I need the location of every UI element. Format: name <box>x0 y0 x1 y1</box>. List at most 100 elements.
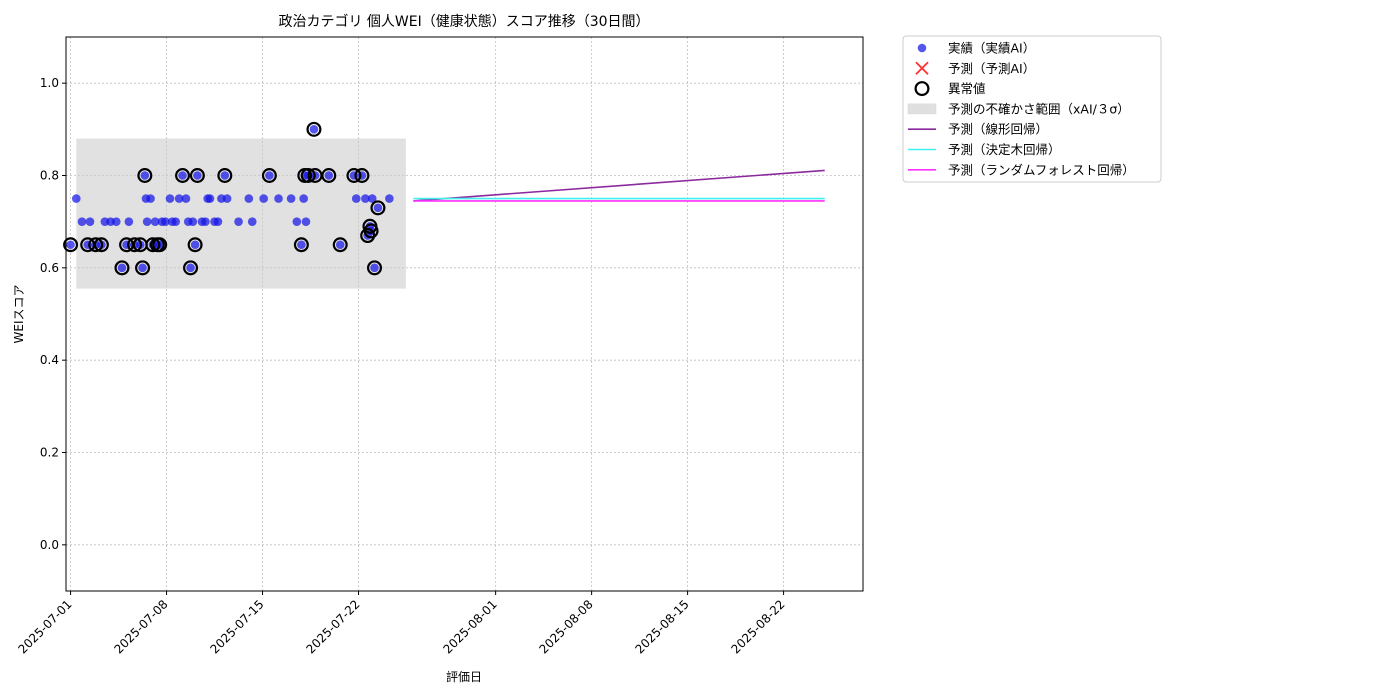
actual-point <box>265 171 274 180</box>
anomaly-point <box>370 200 386 216</box>
anomaly-point <box>300 168 316 184</box>
chart-title: 政治カテゴリ 個人WEI（健康状態）スコア推移（30日間） <box>278 13 649 30</box>
anomaly-point <box>363 223 379 239</box>
legend-item-band: 予測の不確かさ範囲（xAI/３σ） <box>907 101 1130 116</box>
anomaly-point <box>332 237 348 253</box>
anomaly-point <box>63 237 79 253</box>
legend-item-linear: 予測（線形回帰） <box>908 122 1048 137</box>
anomaly-point <box>93 237 109 253</box>
actual-point <box>234 217 243 226</box>
legend-forecast-x-icon <box>915 61 929 75</box>
anomaly-point <box>261 168 277 184</box>
anomaly-point <box>367 260 383 276</box>
actual-point <box>299 194 308 203</box>
legend-item-forecast: 予測（予測AI） <box>915 61 1035 76</box>
actual-point <box>213 217 223 226</box>
anomaly-point <box>354 168 370 184</box>
legend-actual-marker-icon <box>917 43 927 53</box>
actual-point <box>259 194 268 203</box>
actual-point <box>370 263 379 273</box>
legend-band-patch-icon <box>907 103 937 115</box>
actual-point <box>71 194 81 203</box>
x-tick-label: 2025-08-22 <box>728 597 787 656</box>
actual-point <box>301 217 311 226</box>
actual-point <box>205 194 215 203</box>
anomaly-point <box>88 237 104 253</box>
plot-area: 0.0 0.2 0.4 0.6 0.8 1.0 2025-07-01 2025-07-08 20… <box>15 36 864 656</box>
anomaly-point <box>306 121 322 137</box>
y-tick-label: 0.6 <box>40 261 59 275</box>
actual-point <box>367 194 377 203</box>
anomaly-point <box>145 237 161 253</box>
actual-point <box>309 125 319 134</box>
actual-point <box>150 217 160 226</box>
legend-label: 異常値 <box>948 81 986 96</box>
y-tick-label: 0.4 <box>40 353 59 367</box>
x-tick-label: 2025-08-01 <box>441 597 500 656</box>
actual-point <box>161 217 170 226</box>
anomaly-point <box>217 168 233 184</box>
y-tick-label: 0.2 <box>40 446 59 460</box>
actual-point <box>142 217 152 226</box>
actual-point <box>193 171 202 180</box>
actual-point <box>244 194 254 203</box>
actual-point <box>292 217 302 226</box>
legend-box <box>902 35 1162 183</box>
y-tick-label: 1.0 <box>40 76 59 90</box>
x-tick-label: 2025-08-15 <box>633 597 692 656</box>
legend-label: 予測（決定木回帰） <box>948 142 1061 157</box>
actual-point <box>146 194 155 203</box>
actual-point <box>190 240 200 250</box>
legend-anomaly-ring-icon <box>914 81 930 97</box>
anomaly-point <box>321 168 337 184</box>
x-tick-label: 2025-07-01 <box>15 597 74 656</box>
forecast-line-linear <box>413 169 825 202</box>
actual-point <box>165 194 175 203</box>
anomaly-point <box>137 168 153 184</box>
actual-point <box>247 217 257 226</box>
anomaly-point <box>127 237 143 253</box>
x-tick-label: 2025-07-22 <box>303 597 362 656</box>
actual-point <box>111 217 121 226</box>
actual-point <box>324 171 334 180</box>
actual-point <box>117 263 127 273</box>
y-axis-title: WEIスコア <box>12 285 26 344</box>
legend-label: 予測（線形回帰） <box>948 122 1048 137</box>
plot-frame <box>65 36 864 592</box>
actual-point <box>171 217 180 226</box>
uncertainty-band <box>76 138 406 289</box>
anomaly-point <box>152 237 168 253</box>
actual-point <box>286 194 296 203</box>
actual-point <box>85 217 95 226</box>
actual-point <box>77 217 87 226</box>
actual-point <box>373 203 383 213</box>
actual-point <box>351 194 361 203</box>
actual-point <box>201 217 210 226</box>
x-tick-label: 2025-07-15 <box>207 597 266 656</box>
actual-point <box>222 194 232 203</box>
anomaly-point <box>183 260 199 276</box>
x-axis-title: 評価日 <box>446 669 482 684</box>
x-tick-label: 2025-07-08 <box>111 597 170 656</box>
actual-point <box>297 240 306 250</box>
actual-point <box>178 171 187 180</box>
forecast-lines-layer <box>413 169 825 202</box>
legend-label: 実績（実績AI） <box>948 41 1035 56</box>
legend-label: 予測の不確かさ範囲（xAI/３σ） <box>948 101 1130 116</box>
actual-point <box>181 194 191 203</box>
legend-item-forest: 予測（ランダムフォレスト回帰） <box>908 162 1135 177</box>
actual-point <box>138 263 147 273</box>
actual-point <box>66 240 75 250</box>
legend-item-anomaly: 異常値 <box>914 81 986 97</box>
actual-point <box>385 194 394 203</box>
actual-point <box>220 171 230 180</box>
legend-label: 予測（ランダムフォレスト回帰） <box>948 162 1135 177</box>
actual-point <box>361 194 370 203</box>
grid-lines <box>66 37 863 591</box>
anomaly-point <box>293 237 309 253</box>
legend-label: 予測（予測AI） <box>948 61 1035 76</box>
anomaly-point <box>346 168 362 184</box>
anomaly-point <box>114 260 130 276</box>
